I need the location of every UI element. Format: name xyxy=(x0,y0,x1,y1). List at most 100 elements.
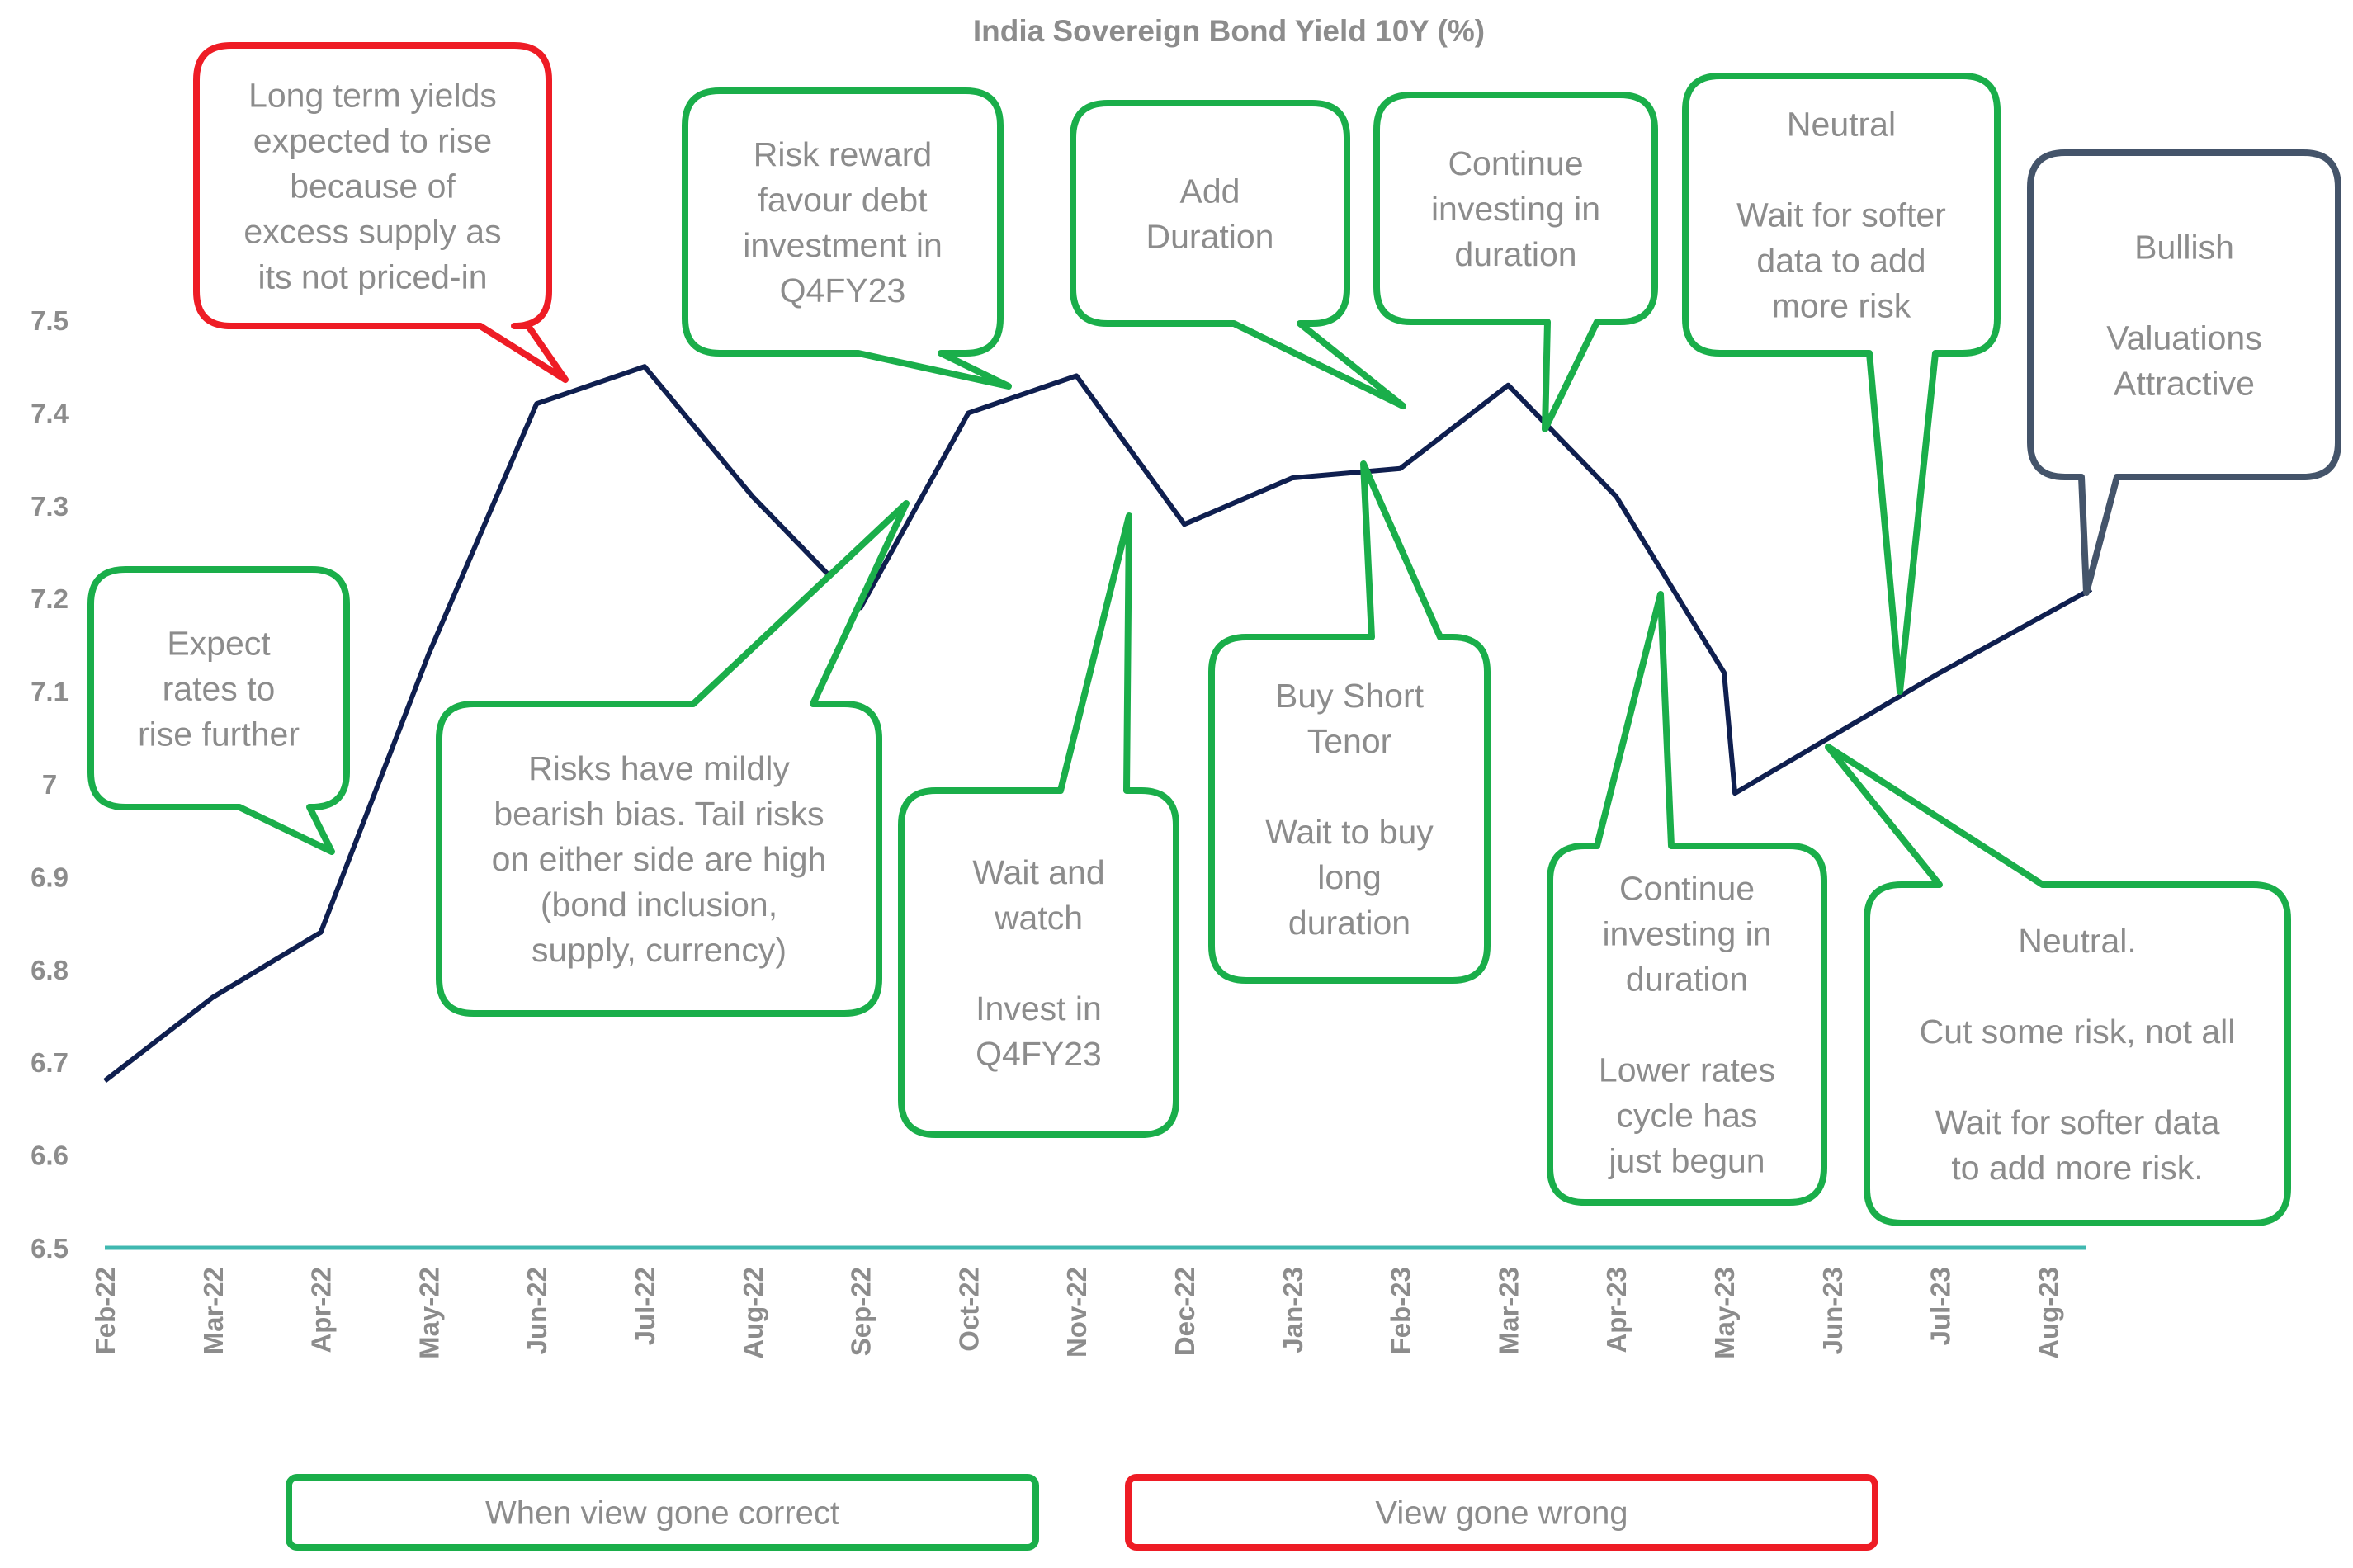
callout-c1: Long term yields expected to rise because … xyxy=(193,42,569,383)
y-tick-label: 6.8 xyxy=(31,955,69,985)
x-tick-label: May-22 xyxy=(413,1267,444,1359)
y-tick-label: 7.3 xyxy=(31,491,69,522)
legend-swatch xyxy=(1125,1474,1878,1551)
callout-line: investment in xyxy=(743,226,943,264)
callout-line xyxy=(2072,967,2081,1005)
callout-c4: Risks have mildly bearish bias. Tail risk… xyxy=(436,500,910,1017)
callout-bubble xyxy=(436,500,910,1017)
callout-line: duration xyxy=(1626,960,1748,998)
callout-line: Q4FY23 xyxy=(976,1035,1102,1073)
callout-text: Risk reward favour debt investment in Q4FY2… xyxy=(743,135,943,309)
callout-c7: Buy Short Tenor Wait to buy long duration xyxy=(1208,460,1491,984)
callout-line: Continue xyxy=(1619,869,1755,907)
callout-line: because of xyxy=(290,167,456,205)
callout-line: Valuations xyxy=(2106,319,2261,357)
callout-line: long xyxy=(1317,858,1382,896)
callout-line: Wait for softer xyxy=(1736,196,1946,234)
callout-line: data to add xyxy=(1756,241,1925,279)
callout-line: supply, currency) xyxy=(532,931,787,969)
callout-bubble xyxy=(898,512,1179,1138)
callout-bubble xyxy=(87,566,350,855)
callout-line: more risk xyxy=(1772,286,1911,324)
callout-c2: Expect rates to rise further xyxy=(87,566,350,855)
legend-item: When view gone correct xyxy=(286,1474,1039,1551)
callout-line xyxy=(1836,150,1845,188)
callout-c8: Continue investing in duration xyxy=(1373,92,1658,432)
callout-bubble xyxy=(1070,100,1406,409)
x-tick-label: Apr-22 xyxy=(306,1267,337,1353)
callout-line: Invest in xyxy=(976,989,1102,1027)
callout-line xyxy=(2072,1058,2081,1096)
callout-line: duration xyxy=(1288,904,1410,942)
callout-line xyxy=(1344,767,1354,805)
callout-line: rise further xyxy=(138,715,300,753)
callout-line: (bond inclusion, xyxy=(541,886,777,923)
callout-line: Long term yields xyxy=(248,76,497,114)
callout-line: rates to xyxy=(163,669,276,707)
legend-label: View gone wrong xyxy=(1375,1495,1628,1532)
x-tick-label: Mar-23 xyxy=(1493,1267,1524,1354)
callout-c9: Continue investing in duration Lower rates… xyxy=(1547,591,1827,1206)
callout-bubble xyxy=(193,42,569,383)
y-tick-label: 7.4 xyxy=(31,398,69,428)
callout-line: excess supply as xyxy=(243,212,501,250)
callout-text: Risks have mildly bearish bias. Tail risk… xyxy=(492,749,827,969)
callout-line xyxy=(1682,1005,1691,1043)
callout-text: Continue investing in duration xyxy=(1431,144,1600,273)
callout-line: investing in xyxy=(1431,190,1600,228)
legend-item: View gone wrong xyxy=(1125,1474,1878,1551)
callout-line: Continue xyxy=(1448,144,1583,182)
callout-line: to add more risk. xyxy=(1951,1149,2203,1187)
callout-text: Bullish Valuations Attractive xyxy=(2106,228,2261,402)
y-tick-label: 7.1 xyxy=(31,677,69,707)
yield-line xyxy=(103,364,2093,1084)
x-tick-label: Feb-23 xyxy=(1386,1267,1416,1354)
callout-text: Neutral. Cut some risk, not all Wait for… xyxy=(1920,922,2236,1187)
annotation-callouts: Long term yields expected to rise because … xyxy=(87,42,2341,1226)
y-tick-label: 6.5 xyxy=(31,1233,69,1263)
callout-bubble xyxy=(1547,591,1827,1206)
callout-bubble xyxy=(1208,460,1491,984)
x-axis-ticks: Feb-22 Mar-22 Apr-22 May-22 Jun-22 Jul-22 Aug-… xyxy=(90,1267,2063,1359)
callout-c5: Wait and watch Invest in Q4FY23 xyxy=(898,512,1179,1138)
callout-line: Lower rates xyxy=(1599,1051,1775,1089)
y-tick-label: 7.5 xyxy=(31,305,69,336)
callout-text: Buy Short Tenor Wait to buy long duration xyxy=(1265,677,1434,942)
y-tick-label: 7 xyxy=(42,769,57,800)
callout-line: Attractive xyxy=(2114,364,2255,402)
callout-text: Long term yields expected to rise because … xyxy=(243,76,501,295)
x-tick-label: Jul-22 xyxy=(630,1267,660,1345)
callout-line: its not priced-in xyxy=(258,257,487,295)
callout-line: Duration xyxy=(1146,217,1274,255)
x-tick-label: Mar-22 xyxy=(198,1267,229,1354)
callout-bubble xyxy=(682,87,1012,390)
callout-line: expected to rise xyxy=(253,121,492,159)
y-tick-label: 6.9 xyxy=(31,862,69,892)
callout-line: Wait for softer data xyxy=(1935,1103,2220,1141)
x-tick-label: Nov-22 xyxy=(1061,1267,1092,1358)
yield-series xyxy=(103,364,2093,1084)
callout-text: Add Duration xyxy=(1146,172,1274,255)
x-tick-label: Aug-23 xyxy=(2033,1267,2063,1359)
callout-line: just begun xyxy=(1608,1141,1765,1179)
callout-line: Wait to buy xyxy=(1265,813,1434,851)
callout-c12: Bullish Valuations Attractive xyxy=(2027,149,2341,596)
x-tick-label: Dec-22 xyxy=(1169,1267,1200,1356)
callout-line: Risks have mildly xyxy=(528,749,790,787)
callout-text: Continue investing in duration Lower rates… xyxy=(1599,869,1775,1179)
x-tick-label: Jul-23 xyxy=(1925,1267,1956,1345)
x-tick-label: May-23 xyxy=(1709,1267,1740,1359)
legend-swatch xyxy=(286,1474,1039,1551)
callout-c6: Add Duration xyxy=(1070,100,1406,409)
x-tick-label: Jun-22 xyxy=(522,1267,552,1354)
x-tick-label: Oct-22 xyxy=(953,1267,984,1352)
legend-label: When view gone correct xyxy=(485,1495,839,1532)
callout-line xyxy=(2180,273,2189,311)
callout-line: Tenor xyxy=(1307,722,1392,760)
callout-line: Bullish xyxy=(2134,228,2234,266)
callout-line: Neutral xyxy=(1787,105,1896,143)
callout-bubble xyxy=(1682,73,2001,695)
x-tick-label: Aug-22 xyxy=(738,1267,768,1359)
callout-line: Risk reward xyxy=(754,135,932,173)
